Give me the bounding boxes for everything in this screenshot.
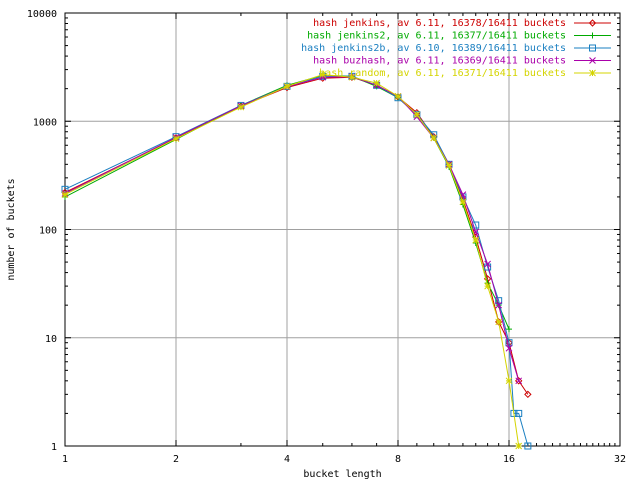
legend-marker: [589, 32, 596, 39]
x-tick-label: 1: [62, 454, 68, 465]
data-point: [472, 221, 480, 229]
data-point: [237, 103, 245, 111]
legend-label: hash jenkins2, av 6.11, 16377/16411 buck…: [307, 31, 566, 42]
data-point: [430, 134, 438, 142]
data-point: [348, 73, 356, 81]
x-tick-label: 4: [284, 454, 290, 465]
data-point: [484, 282, 491, 290]
data-point: [373, 79, 380, 87]
data-point: [472, 236, 480, 244]
legend-label: hash jenkins, av 6.11, 16378/16411 bucke…: [313, 18, 566, 29]
x-tick-label: 16: [503, 454, 515, 465]
data-point: [505, 344, 513, 352]
data-point: [172, 135, 180, 143]
axis-ticks: 1 2 4 8 16 32 1 10 100 1000 10000: [27, 9, 626, 465]
y-tick-label: 10000: [27, 9, 57, 20]
y-axis-label: number of buckets: [6, 178, 17, 280]
data-point: [283, 83, 291, 90]
legend-entry: hash jenkins, av 6.11, 16378/16411 bucke…: [313, 18, 611, 29]
data-point: [494, 318, 503, 326]
legend-label: hash buzhash, av 6.11, 16369/16411 bucke…: [313, 56, 566, 67]
series-group: [61, 71, 532, 450]
data-point: [515, 377, 523, 385]
legend-entry: hash jenkins2, av 6.11, 16377/16411 buck…: [307, 31, 611, 42]
legend-marker: [589, 44, 596, 52]
y-tick-label: 1: [51, 442, 57, 453]
legend-marker: [588, 19, 597, 27]
data-point: [413, 111, 421, 119]
legend: hash jenkins, av 6.11, 16378/16411 bucke…: [301, 18, 611, 79]
y-tick-label: 100: [39, 226, 57, 237]
data-point: [319, 71, 327, 78]
legend-entry: hash jenkins2b, av 6.10, 16389/16411 buc…: [301, 43, 611, 54]
y-tick-label: 1000: [33, 117, 57, 128]
data-point: [394, 92, 402, 100]
data-point: [515, 442, 523, 450]
data-point: [61, 191, 69, 198]
data-point: [484, 260, 491, 268]
x-axis-label: bucket length: [303, 469, 381, 480]
data-point: [506, 326, 512, 333]
x-tick-label: 32: [614, 454, 626, 465]
legend-entry: hash random, av 6.11, 16371/16411 bucket…: [319, 68, 611, 79]
legend-marker: [589, 69, 596, 77]
legend-label: hash random, av 6.11, 16371/16411 bucket…: [319, 68, 566, 79]
x-tick-label: 2: [173, 454, 179, 465]
series-5: [61, 71, 523, 450]
data-point: [445, 162, 453, 169]
data-point: [524, 390, 532, 399]
data-point: [505, 339, 513, 347]
data-point: [495, 301, 503, 309]
legend-entry: hash buzhash, av 6.11, 16369/16411 bucke…: [313, 56, 611, 67]
x-tick-label: 8: [395, 454, 401, 465]
data-point: [505, 377, 513, 385]
data-point: [515, 409, 523, 417]
legend-label: hash jenkins2b, av 6.10, 16389/16411 buc…: [301, 43, 566, 54]
data-point: [495, 318, 503, 326]
data-point: [459, 198, 467, 206]
y-tick-label: 10: [45, 334, 57, 345]
data-point: [515, 377, 523, 385]
data-point: [524, 442, 532, 450]
legend-marker: [589, 57, 596, 64]
